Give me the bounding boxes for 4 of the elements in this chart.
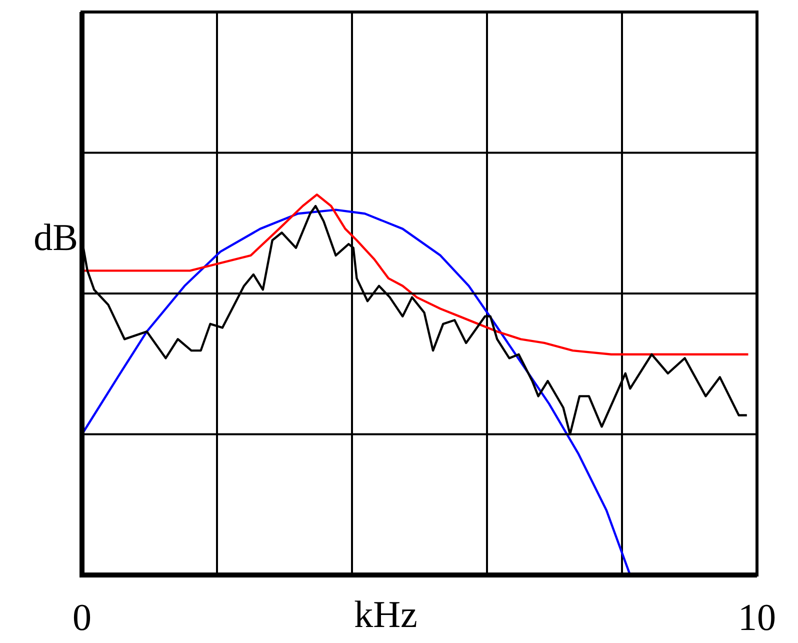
y-axis-title: dB: [34, 217, 78, 259]
x-tick-label: 10: [738, 596, 776, 639]
x-tick-label: 0: [72, 596, 92, 639]
x-axis-title: kHz: [354, 594, 418, 636]
